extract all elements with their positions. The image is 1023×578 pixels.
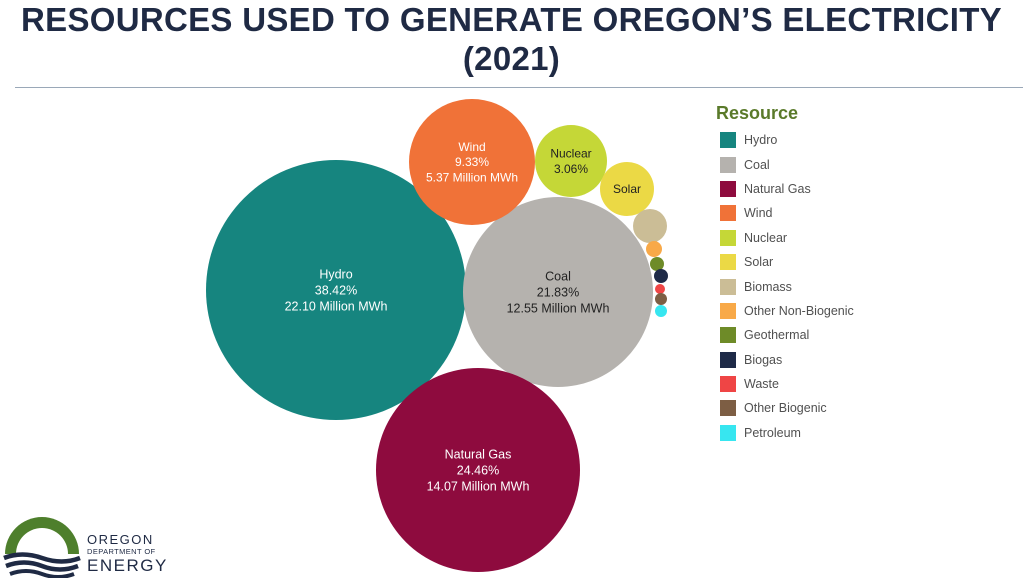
legend-item-geothermal: Geothermal [716,323,1016,347]
logo-wordmark: OREGON DEPARTMENT OF ENERGY [87,532,168,575]
bubble-geothermal [650,257,664,271]
bubble-label-hydro-1: Hydro [319,267,352,281]
legend-item-biogas: Biogas [716,348,1016,372]
legend-swatch-geothermal [720,327,736,344]
legend-item-waste: Waste [716,372,1016,396]
legend-label-natural-gas: Natural Gas [744,181,811,196]
bubble-petroleum [655,305,667,317]
bubble-solar [600,162,654,216]
legend-swatch-coal [720,156,736,173]
legend-swatch-wind [720,205,736,222]
bubble-hydro [206,160,466,420]
bubble-label-wind-1: Wind [458,140,485,154]
page-title: RESOURCES USED TO GENERATE OREGON’S ELEC… [0,0,1023,78]
oregon-energy-logo-icon [3,517,81,578]
bubble-coal [463,197,653,387]
bubble-label-hydro-2: 38.42% [315,283,357,297]
legend-swatch-nuclear [720,229,736,246]
legend-label-coal: Coal [744,157,770,172]
bubble-label-natural-gas-1: Natural Gas [445,447,512,461]
bubble-nuclear [535,125,607,197]
legend-label-solar: Solar [744,255,774,270]
legend-item-hydro: Hydro [716,128,1016,152]
bubble-label-natural-gas-3: 14.07 Million MWh [427,479,530,493]
legend-label-hydro: Hydro [744,133,778,148]
logo-text-energy: ENERGY [87,556,168,575]
legend-title: Resource [716,103,799,123]
bubble-natural-gas [376,368,580,572]
legend-label-waste: Waste [744,377,779,392]
chart-legend: Resource Hydro Coal Natural Gas Wind Nuclear… [716,102,1016,445]
bubble-biogas [654,269,668,283]
bubble-label-hydro-3: 22.10 Million MWh [285,299,388,313]
legend-swatch-other-biogenic [720,400,736,417]
bubble-label-nuclear-1: Nuclear [550,147,591,161]
title-line-1: RESOURCES USED TO GENERATE OREGON’S ELEC… [21,1,1002,38]
legend-swatch-other-non-biogenic [720,302,736,319]
legend-label-other-non-biogenic: Other Non-Biogenic [744,303,854,318]
legend-swatch-biomass [720,278,736,295]
legend-swatch-solar [720,254,736,271]
legend-swatch-hydro [720,132,736,149]
legend-swatch-biogas [720,351,736,368]
bubble-label-coal-1: Coal [545,269,571,283]
legend-item-solar: Solar [716,250,1016,274]
bubble-label-coal-2: 21.83% [537,285,579,299]
bubble-other-non-biogenic [646,241,662,257]
legend-item-nuclear: Nuclear [716,226,1016,250]
legend-swatch-waste [720,376,736,393]
bubble-label-nuclear-2: 3.06% [554,162,588,176]
bubble-wind [409,99,535,225]
legend-label-biogas: Biogas [744,352,783,367]
bubble-label-wind-2: 9.33% [455,155,489,169]
logo-text-department: DEPARTMENT OF [87,547,156,556]
legend-swatch-natural-gas [720,180,736,197]
legend-swatch-petroleum [720,424,736,441]
bubble-label-coal-3: 12.55 Million MWh [507,301,610,315]
bubble-biomass [633,209,667,243]
legend-item-biomass: Biomass [716,274,1016,298]
legend-item-other-biogenic: Other Biogenic [716,396,1016,420]
bubble-waste [655,284,665,294]
legend-label-biomass: Biomass [744,279,792,294]
legend-item-wind: Wind [716,201,1016,225]
legend-label-other-biogenic: Other Biogenic [744,401,827,416]
bubble-label-natural-gas-2: 24.46% [457,463,499,477]
legend-item-natural-gas: Natural Gas [716,177,1016,201]
legend-item-other-non-biogenic: Other Non-Biogenic [716,299,1016,323]
legend-item-coal: Coal [716,152,1016,176]
title-line-2: (2021) [462,40,561,77]
bubble-other-biogenic [655,293,667,305]
bubble-label-solar-1: Solar [613,182,641,196]
legend-label-nuclear: Nuclear [744,230,788,245]
legend-label-wind: Wind [744,206,773,221]
legend-item-petroleum: Petroleum [716,421,1016,445]
logo-text-oregon: OREGON [87,532,154,547]
title-divider [15,87,1023,88]
legend-label-geothermal: Geothermal [744,328,810,343]
legend-label-petroleum: Petroleum [744,425,801,440]
bubble-label-wind-3: 5.37 Million MWh [426,171,518,185]
